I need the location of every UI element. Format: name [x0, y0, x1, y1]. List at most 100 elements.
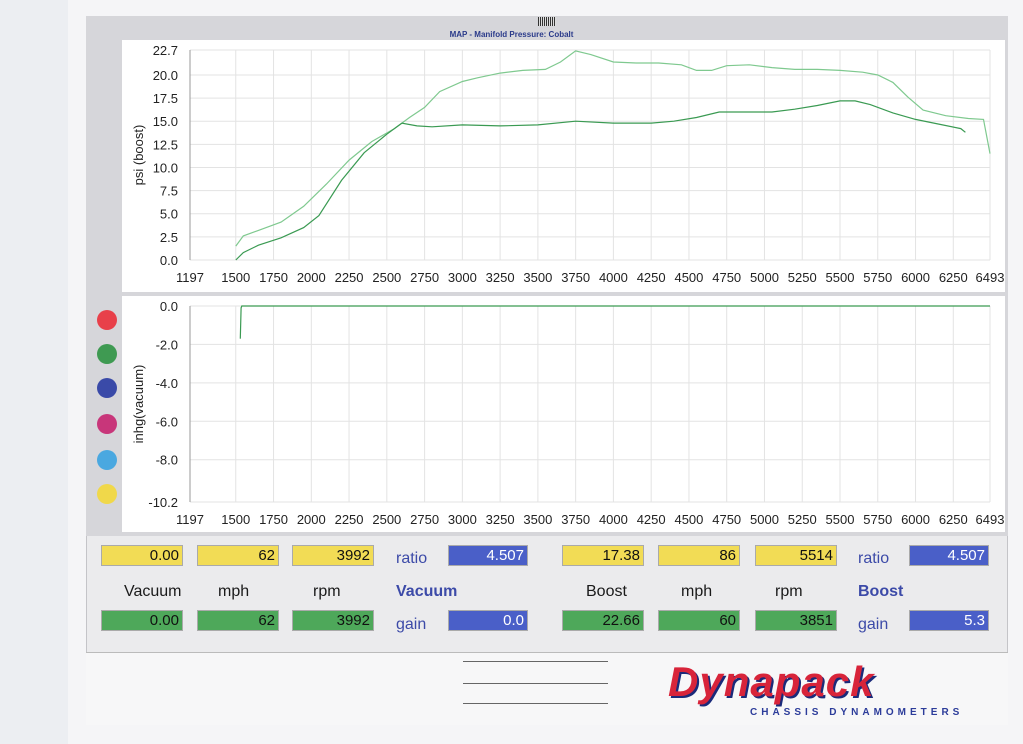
vacuum-x-tick-label: 1500 — [221, 512, 250, 527]
vacuum-y-tick-label: -2.0 — [156, 337, 178, 352]
vacuum-y-tick-label: -10.2 — [148, 495, 178, 510]
boost-x-tick-label: 3000 — [448, 270, 477, 285]
boost-x-tick-label: 4500 — [674, 270, 703, 285]
boost-y-tick-label: 7.5 — [160, 184, 178, 199]
boost-x-tick-label: 1197 — [176, 270, 204, 285]
vacuum-top-rpm: 3992 — [292, 545, 374, 566]
boost-y-tick-label: 10.0 — [153, 160, 178, 175]
vacuum-x-tick-label: 2500 — [372, 512, 401, 527]
vacuum-x-tick-label: 3750 — [561, 512, 590, 527]
boost-gain-label: gain — [858, 616, 889, 633]
vacuum-gain-label: gain — [396, 616, 427, 633]
boost-x-tick-label: 5250 — [788, 270, 817, 285]
boost-x-tick-label: 4000 — [599, 270, 628, 285]
left-margin-strip — [0, 0, 68, 744]
boost-mph-label: mph — [681, 583, 713, 600]
vacuum-rpm-label: rpm — [313, 583, 341, 600]
footer-rule-2 — [463, 683, 608, 684]
chart-title: MAP - Manifold Pressure: Cobalt — [449, 30, 574, 39]
vacuum-mph-label: mph — [218, 583, 250, 600]
boost-x-tick-label: 4750 — [712, 270, 741, 285]
boost-gain-value: 5.3 — [909, 610, 989, 631]
vacuum-x-tick-label: 6000 — [901, 512, 930, 527]
vacuum-x-tick-label: 6250 — [939, 512, 968, 527]
boost-bottom-value: 22.66 — [562, 610, 644, 631]
boost-x-tick-label: 2000 — [297, 270, 326, 285]
series-dot-yellow[interactable] — [97, 484, 117, 504]
boost-y-tick-label: 0.0 — [160, 253, 178, 268]
vacuum-y-tick-label: -6.0 — [156, 414, 178, 429]
vacuum-ratio-value: 4.507 — [448, 545, 528, 566]
vacuum-x-tick-label: 3250 — [486, 512, 515, 527]
boost-x-tick-label: 2250 — [335, 270, 364, 285]
boost-x-tick-label: 1750 — [259, 270, 288, 285]
footer-rule-1 — [463, 661, 608, 662]
boost-x-tick-label: 5750 — [863, 270, 892, 285]
vacuum-x-tick-label: 5500 — [826, 512, 855, 527]
vacuum-x-tick-label: 4500 — [674, 512, 703, 527]
boost-ratio-value: 4.507 — [909, 545, 989, 566]
boost-bottom-rpm: 3851 — [755, 610, 837, 631]
vacuum-x-tick-label: 5000 — [750, 512, 779, 527]
boost-y-tick-label: 5.0 — [160, 207, 178, 222]
vacuum-bottom-mph: 62 — [197, 610, 279, 631]
series-dot-magenta[interactable] — [97, 414, 117, 434]
boost-x-tick-label: 3250 — [486, 270, 515, 285]
boost-plot-area — [122, 40, 1005, 292]
vacuum-gain-value: 0.0 — [448, 610, 528, 631]
vacuum-ratio-label: ratio — [396, 550, 428, 567]
boost-ratio-label: ratio — [858, 550, 890, 567]
boost-bottom-mph: 60 — [658, 610, 740, 631]
vacuum-top-value: 0.00 — [101, 545, 183, 566]
boost-section-title: Boost — [858, 583, 904, 600]
boost-label: Boost — [586, 583, 627, 600]
vacuum-section-title: Vacuum — [396, 583, 458, 600]
vacuum-x-tick-label: 5750 — [863, 512, 892, 527]
boost-x-tick-label: 6000 — [901, 270, 930, 285]
dynapack-logo: Dynapack — [668, 658, 875, 705]
boost-x-tick-label: 1500 — [221, 270, 250, 285]
vacuum-label: Vacuum — [124, 583, 182, 600]
boost-y-tick-label: 15.0 — [153, 114, 178, 129]
boost-y-tick-label: 20.0 — [153, 68, 178, 83]
boost-y-tick-label: 22.7 — [153, 43, 178, 58]
vacuum-y-tick-label: -8.0 — [156, 453, 178, 468]
boost-rpm-label: rpm — [775, 583, 803, 600]
boost-y-axis-label: psi (boost) — [131, 125, 146, 186]
vacuum-y-tick-label: 0.0 — [160, 299, 178, 314]
vacuum-top-mph: 62 — [197, 545, 279, 566]
vacuum-y-tick-label: -4.0 — [156, 376, 178, 391]
barcode-mark — [538, 17, 556, 26]
series-dot-red[interactable] — [97, 310, 117, 330]
vacuum-x-tick-label: 6493 — [976, 512, 1005, 527]
vacuum-x-tick-label: 1750 — [259, 512, 288, 527]
boost-x-tick-label: 2750 — [410, 270, 439, 285]
boost-x-tick-label: 4250 — [637, 270, 666, 285]
boost-y-tick-label: 17.5 — [153, 91, 178, 106]
boost-x-tick-label: 3500 — [523, 270, 552, 285]
boost-series-line-1 — [235, 50, 991, 247]
vacuum-bottom-rpm: 3992 — [292, 610, 374, 631]
footer-rule-3 — [463, 703, 608, 704]
series-dot-cyan[interactable] — [97, 450, 117, 470]
vacuum-x-tick-label: 3500 — [523, 512, 552, 527]
vacuum-x-tick-label: 2250 — [335, 512, 364, 527]
boost-x-tick-label: 5000 — [750, 270, 779, 285]
boost-top-rpm: 5514 — [755, 545, 837, 566]
dynapack-tagline: CHASSIS DYNAMOMETERS — [750, 707, 964, 718]
series-dot-blue[interactable] — [97, 378, 117, 398]
boost-x-tick-label: 6493 — [976, 270, 1005, 285]
vacuum-x-tick-label: 1197 — [176, 512, 204, 527]
vacuum-x-tick-label: 2750 — [410, 512, 439, 527]
boost-x-tick-label: 5500 — [826, 270, 855, 285]
vacuum-x-tick-label: 2000 — [297, 512, 326, 527]
boost-y-tick-label: 12.5 — [153, 137, 178, 152]
series-dot-green[interactable] — [97, 344, 117, 364]
vacuum-series-line-1 — [239, 305, 990, 339]
boost-x-tick-label: 2500 — [372, 270, 401, 285]
boost-series-line-2 — [235, 100, 966, 261]
boost-top-mph: 86 — [658, 545, 740, 566]
vacuum-x-tick-label: 5250 — [788, 512, 817, 527]
vacuum-x-tick-label: 3000 — [448, 512, 477, 527]
